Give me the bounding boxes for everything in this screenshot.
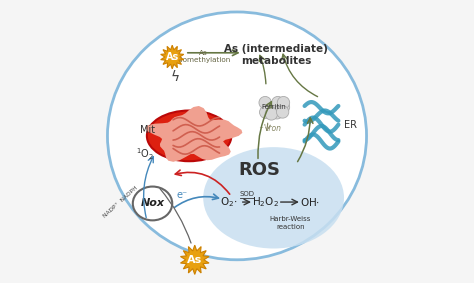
Text: NADP⁺  NADPH: NADP⁺ NADPH xyxy=(102,185,138,219)
Text: $^1$O$_2$: $^1$O$_2$ xyxy=(137,146,155,162)
Circle shape xyxy=(276,106,289,118)
Circle shape xyxy=(265,108,278,120)
Text: ·· Iron: ·· Iron xyxy=(259,124,281,133)
Text: As: As xyxy=(187,255,202,265)
Text: e⁻: e⁻ xyxy=(176,190,188,200)
Polygon shape xyxy=(145,106,242,162)
Text: SOD: SOD xyxy=(239,191,255,197)
Text: As
biomethylation: As biomethylation xyxy=(176,50,230,63)
Text: O$_2$$\cdot$: O$_2$$\cdot$ xyxy=(220,195,237,209)
Text: As: As xyxy=(165,52,179,62)
Text: OH$\cdot$: OH$\cdot$ xyxy=(300,196,320,208)
Ellipse shape xyxy=(203,147,344,248)
Text: Ferritin: Ferritin xyxy=(262,104,287,110)
Circle shape xyxy=(271,107,283,119)
Text: As (intermediate)
metabolites: As (intermediate) metabolites xyxy=(225,44,328,66)
Text: Nox: Nox xyxy=(140,198,164,209)
Polygon shape xyxy=(161,45,184,69)
Circle shape xyxy=(259,97,271,109)
Circle shape xyxy=(260,106,272,118)
Text: ϟ: ϟ xyxy=(171,70,180,84)
Circle shape xyxy=(277,101,290,113)
Circle shape xyxy=(264,102,277,114)
Text: Harbr-Weiss
reaction: Harbr-Weiss reaction xyxy=(270,216,311,230)
Ellipse shape xyxy=(108,12,366,260)
Ellipse shape xyxy=(147,111,231,161)
Circle shape xyxy=(272,97,284,109)
Text: ROS: ROS xyxy=(238,161,281,179)
Circle shape xyxy=(277,97,290,109)
Text: ER: ER xyxy=(344,120,357,130)
Text: Mit: Mit xyxy=(140,125,155,135)
Text: H$_2$O$_2$: H$_2$O$_2$ xyxy=(252,195,279,209)
Ellipse shape xyxy=(133,186,172,220)
Polygon shape xyxy=(181,245,209,275)
